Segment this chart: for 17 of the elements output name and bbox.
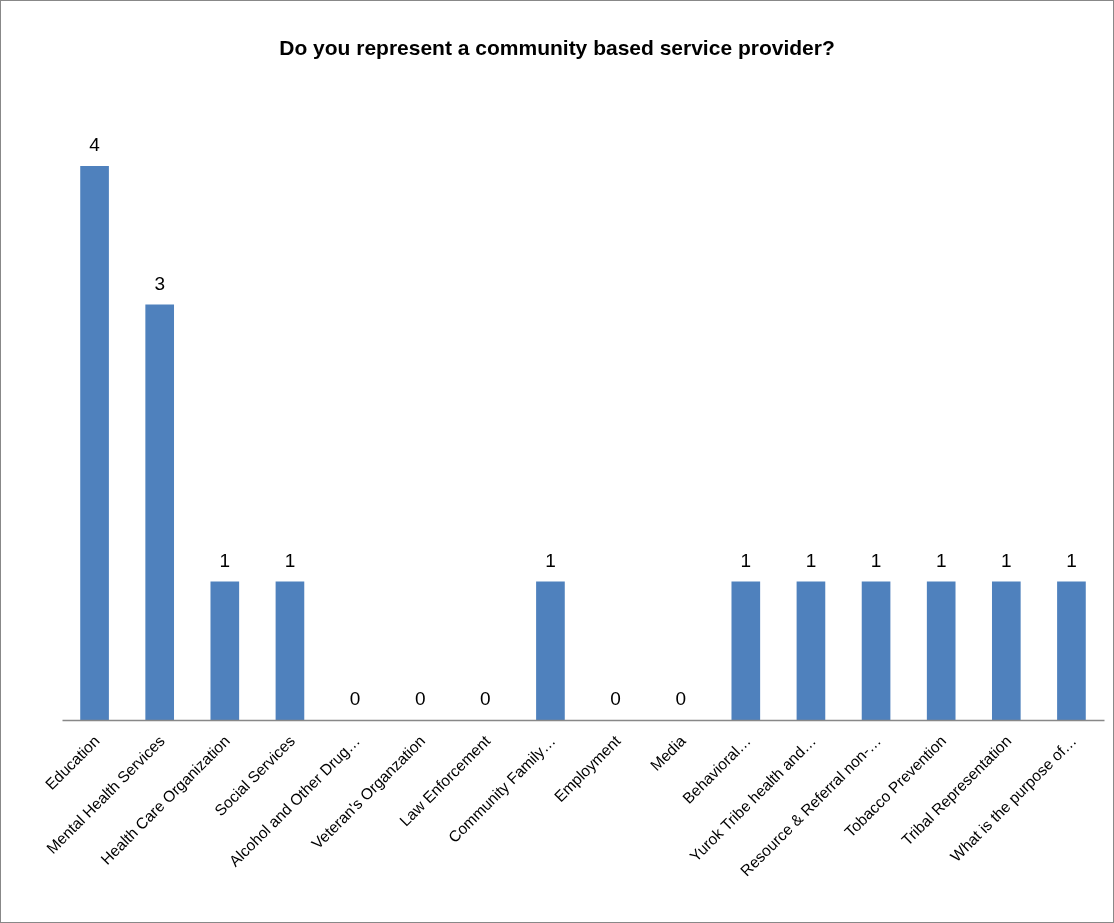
data-label: 1 <box>1001 549 1012 571</box>
data-label: 1 <box>935 549 947 571</box>
chart-title: Do you represent a community based service provider? <box>279 36 835 59</box>
data-label: 1 <box>805 549 817 571</box>
data-label: 0 <box>349 688 361 709</box>
data-label: 0 <box>414 688 426 709</box>
data-label: 0 <box>480 688 491 709</box>
data-label: 4 <box>89 134 101 155</box>
data-label: 0 <box>610 688 621 709</box>
data-label: 1 <box>545 549 556 571</box>
data-label: 1 <box>284 549 296 571</box>
data-label: 1 <box>219 549 231 571</box>
data-label: 3 <box>154 272 165 294</box>
data-label: 1 <box>1066 549 1077 571</box>
data-label: 1 <box>870 549 882 571</box>
data-label: 0 <box>675 688 686 709</box>
data-label: 1 <box>740 549 752 571</box>
